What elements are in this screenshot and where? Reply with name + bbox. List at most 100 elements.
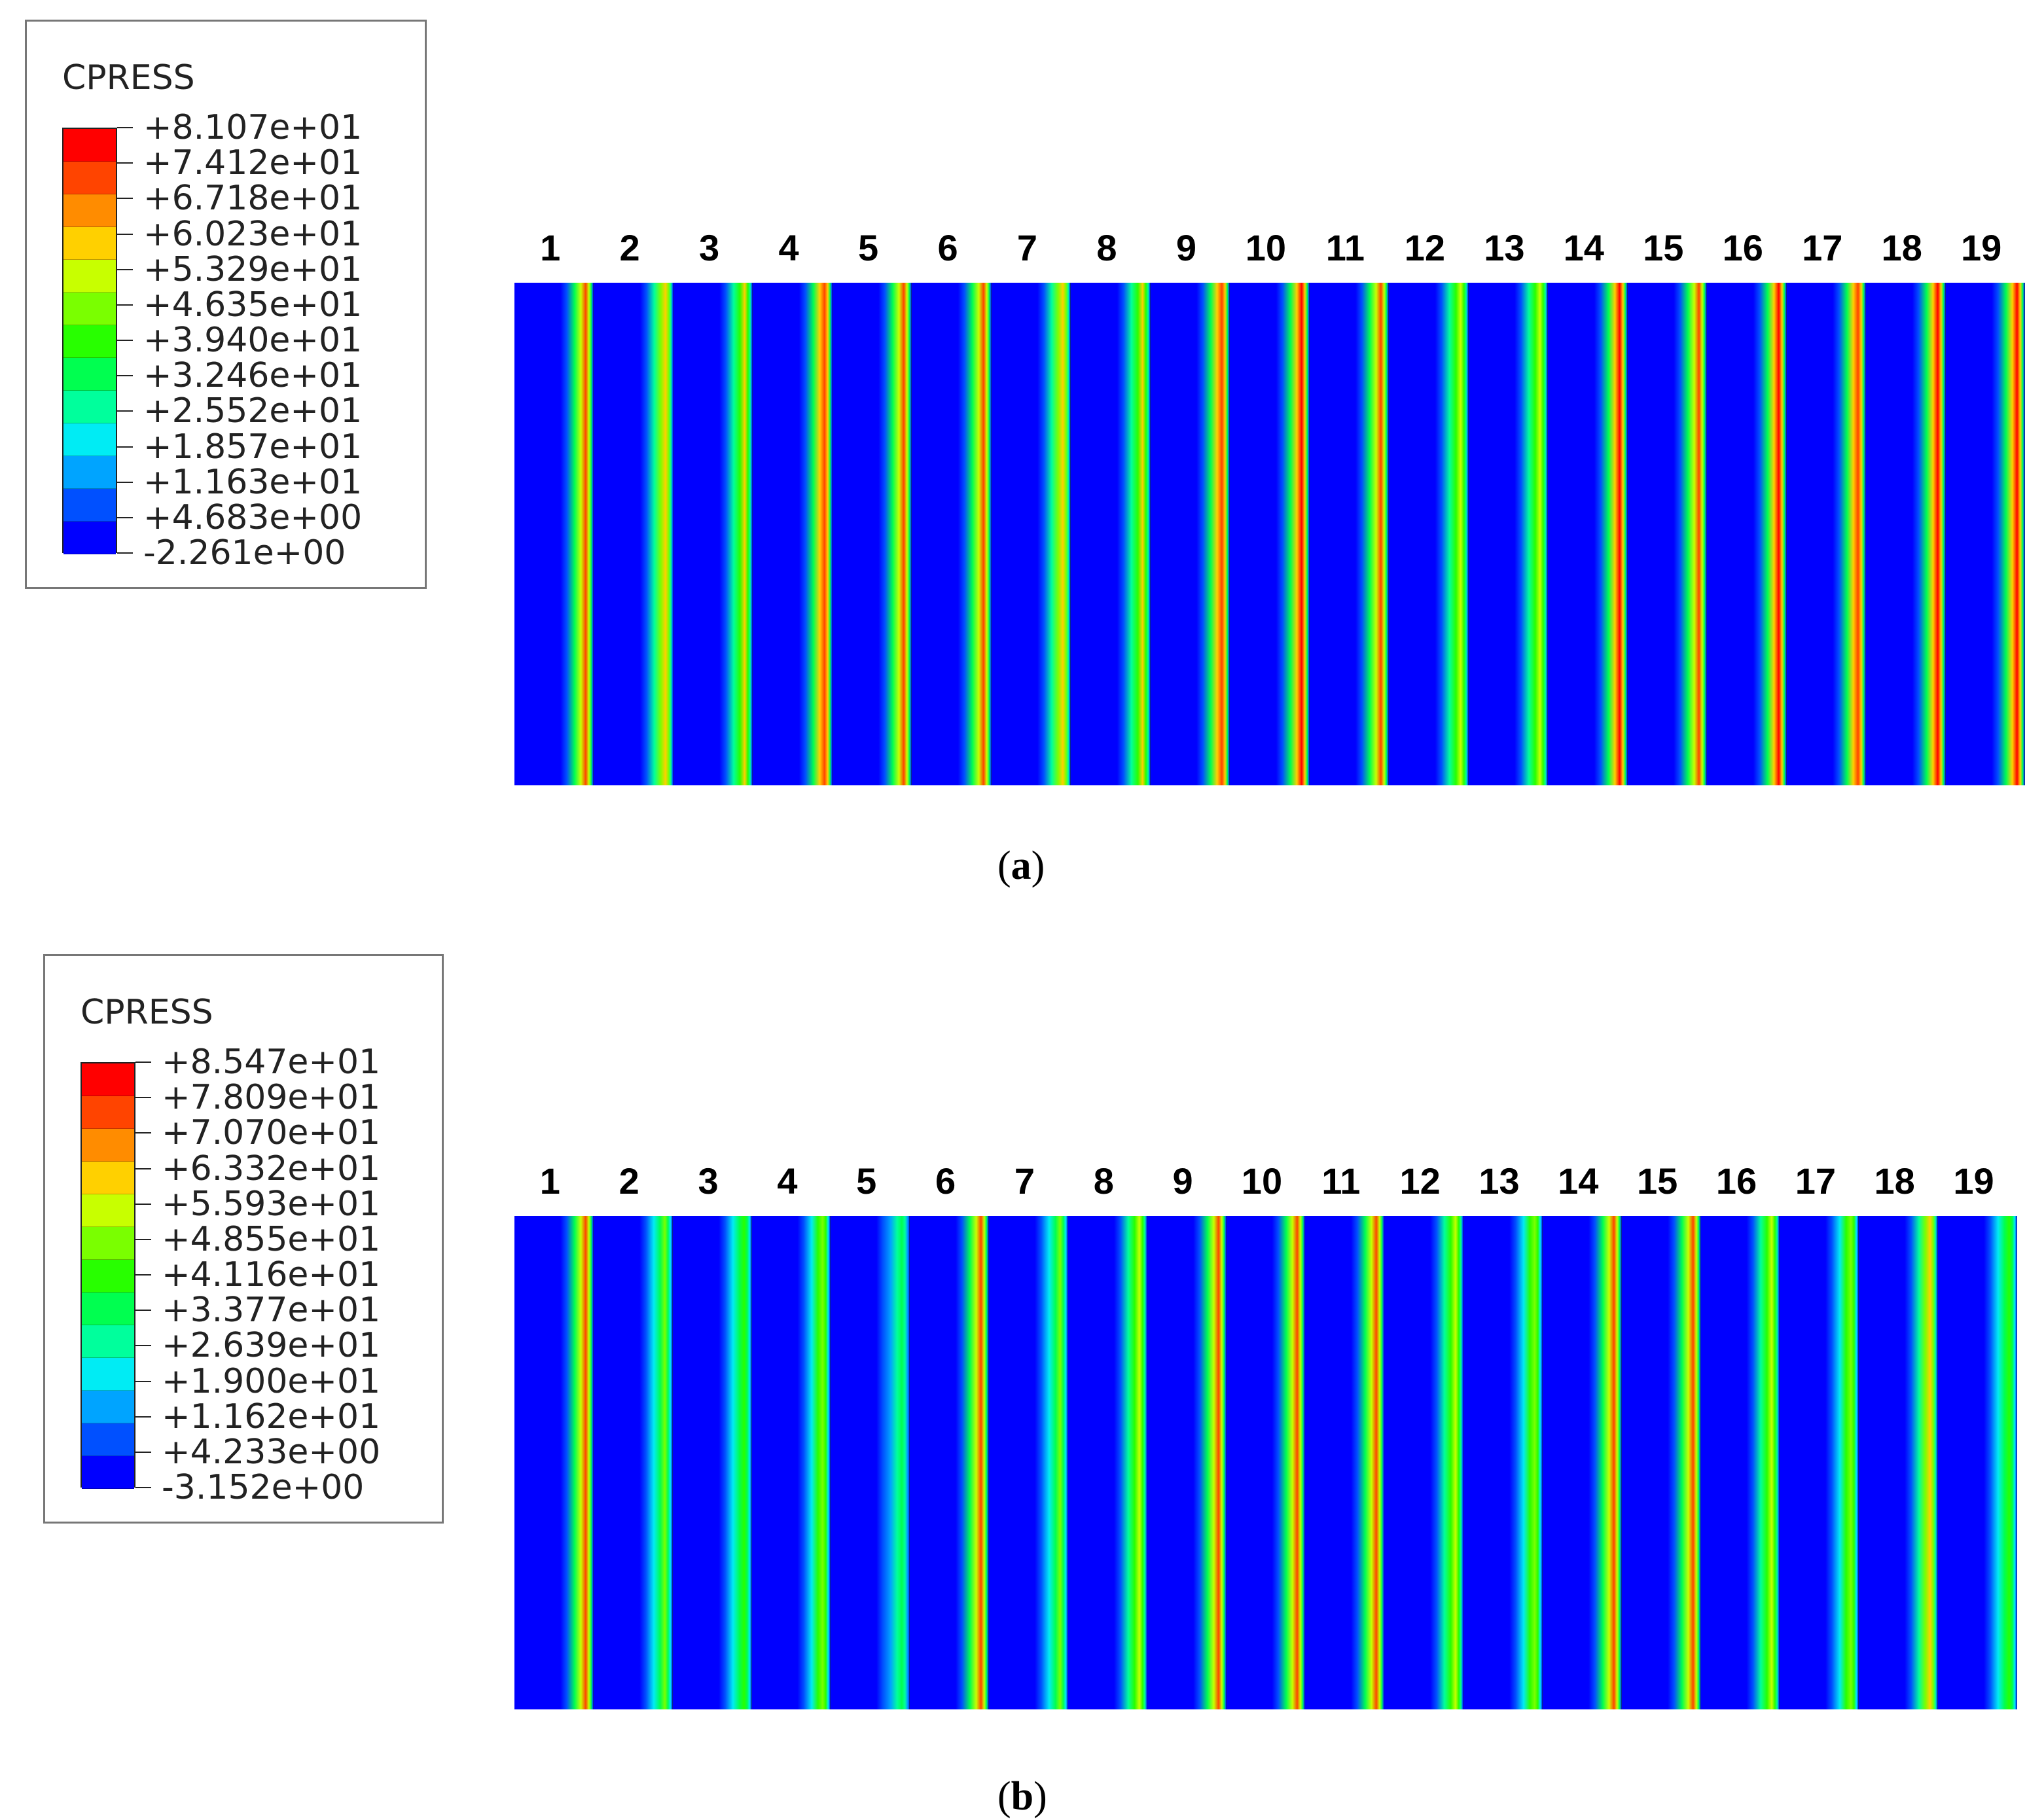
pressure-plate: [1780, 1216, 1859, 1709]
plate-number-label: 4: [778, 227, 799, 268]
legend-value-label: +7.070e+01: [162, 1113, 381, 1153]
legend-title-a: CPRESS: [62, 58, 195, 98]
legend-tick: [135, 1097, 151, 1099]
legend-value-label: +6.718e+01: [143, 179, 363, 219]
legend-swatch: [63, 194, 116, 227]
legend-swatch: [82, 1194, 134, 1227]
plate-number-label: 5: [856, 1160, 877, 1202]
legend-tick: [117, 127, 133, 128]
legend-tick: [117, 552, 133, 554]
caption-b: (b): [997, 1774, 1047, 1820]
legend-value-label: +4.116e+01: [162, 1255, 381, 1294]
pressure-plate: [912, 283, 992, 785]
plate-number-label: 11: [1321, 1160, 1361, 1202]
legend-colorbar-a: [62, 128, 117, 554]
plate-number-label: 3: [699, 227, 720, 268]
plate-number-label: 10: [1245, 227, 1287, 268]
legend-tick: [117, 375, 133, 377]
legend-tick: [117, 410, 133, 412]
legend-value-label: +1.162e+01: [162, 1397, 381, 1436]
plate-number-label: 14: [1563, 227, 1604, 268]
legend-tick: [117, 340, 133, 341]
legend-swatch: [82, 1260, 134, 1293]
legend-value-label: +8.547e+01: [162, 1043, 381, 1082]
plate-number-label: 9: [1172, 1160, 1193, 1202]
pressure-plate: [1859, 1216, 1939, 1709]
plate-number-label: 14: [1558, 1160, 1599, 1202]
legend-value-label: +3.377e+01: [162, 1291, 381, 1330]
legend-value-label: +4.233e+00: [162, 1432, 381, 1472]
legend-swatch: [63, 358, 116, 391]
pressure-plate: [991, 283, 1071, 785]
pressure-plate: [1150, 283, 1230, 785]
legend-tick: [135, 1451, 151, 1453]
legend-swatch: [82, 1162, 134, 1194]
legend-tick: [117, 268, 133, 270]
legend-value-label: +8.107e+01: [143, 108, 363, 147]
legend-value-label: +2.639e+01: [162, 1326, 381, 1366]
plate-number-label: 6: [935, 1160, 956, 1202]
legend-swatch: [82, 1423, 134, 1456]
legend-value-label: -3.152e+00: [162, 1468, 365, 1507]
legend-swatch: [82, 1358, 134, 1391]
legend-value-label: +3.940e+01: [143, 321, 363, 360]
pressure-plate: [514, 283, 594, 785]
legend-value-label: +1.900e+01: [162, 1361, 381, 1401]
pressure-plate: [753, 283, 833, 785]
legend-value-label: +3.246e+01: [143, 356, 363, 396]
legend-value-label: +7.809e+01: [162, 1078, 381, 1118]
pressure-plate: [1305, 1216, 1385, 1709]
legend-swatch: [82, 1063, 134, 1096]
plate-number-label: 11: [1325, 227, 1365, 268]
plate-number-label: 4: [777, 1160, 798, 1202]
plate-number-label: 15: [1637, 1160, 1678, 1202]
legend-value-label: +7.412e+01: [143, 143, 363, 183]
plate-number-label: 12: [1399, 1160, 1441, 1202]
legend-swatch: [82, 1325, 134, 1358]
legend-tick: [117, 198, 133, 200]
caption-b-letter: b: [1011, 1774, 1034, 1819]
plate-number-label: 17: [1802, 227, 1843, 268]
legend-swatch: [63, 260, 116, 293]
pressure-plate: [673, 283, 753, 785]
pressure-plate: [1226, 1216, 1306, 1709]
contour-panel-a: [514, 283, 2025, 785]
pressure-plate: [1938, 1216, 2017, 1709]
plate-number-label: 8: [1093, 1160, 1114, 1202]
legend-tick: [135, 1487, 151, 1488]
legend-swatch: [82, 1391, 134, 1423]
legend-swatch: [63, 162, 116, 194]
caption-a-letter: a: [1011, 844, 1031, 888]
plate-number-label: 18: [1874, 1160, 1915, 1202]
legend-swatch: [63, 522, 116, 554]
pressure-plate: [1700, 1216, 1780, 1709]
legend-tick: [135, 1274, 151, 1276]
pressure-plate: [1389, 283, 1469, 785]
legend-box-a: CPRESS +8.107e+01 +7.412e+01 +6.718e+01 +6.…: [25, 20, 427, 589]
caption-a: (a): [997, 843, 1045, 889]
legend-value-label: +4.855e+01: [162, 1219, 381, 1259]
legend-tick: [135, 1168, 151, 1169]
plate-number-label: 19: [1961, 227, 2002, 268]
plate-number-label: 10: [1241, 1160, 1283, 1202]
pressure-plate: [832, 283, 912, 785]
plate-number-label: 1: [539, 1160, 560, 1202]
pressure-plate: [1067, 1216, 1147, 1709]
legend-swatch: [63, 489, 116, 522]
legend-swatch: [82, 1096, 134, 1129]
pressure-plate: [1707, 283, 1787, 785]
pressure-plate: [989, 1216, 1068, 1709]
caption-b-close: ): [1033, 1774, 1047, 1819]
plate-number-label: 17: [1795, 1160, 1836, 1202]
legend-value-label: +2.552e+01: [143, 391, 363, 431]
plate-number-label: 13: [1484, 227, 1525, 268]
plate-number-label: 7: [1016, 227, 1038, 268]
plate-number-label: 13: [1479, 1160, 1520, 1202]
pressure-plate: [910, 1216, 990, 1709]
legend-value-label: -2.261e+00: [143, 533, 346, 573]
legend-swatch: [63, 293, 116, 325]
legend-value-label: +5.593e+01: [162, 1184, 381, 1224]
legend-tick: [117, 304, 133, 306]
pressure-plate: [1071, 283, 1151, 785]
legend-tick: [135, 1203, 151, 1205]
